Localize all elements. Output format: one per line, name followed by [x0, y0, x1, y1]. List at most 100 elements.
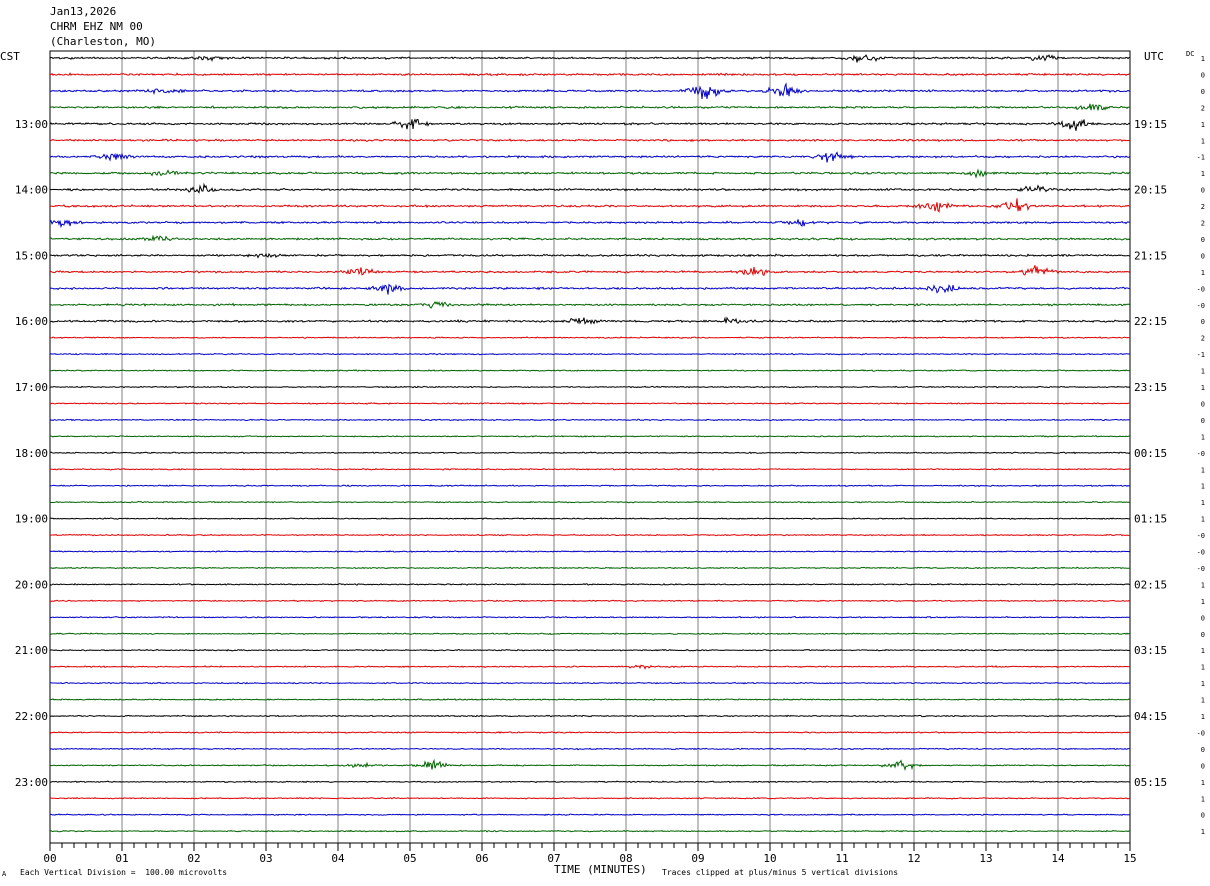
- trace-line: [49, 301, 1131, 309]
- station-label: CHRM EHZ NM 00: [50, 20, 143, 33]
- dc-offset-label: 0: [1201, 318, 1205, 326]
- cst-hour-label: 17:00: [15, 381, 48, 394]
- cst-hour-label: 19:00: [15, 513, 48, 526]
- dc-offset-label: 0: [1201, 236, 1205, 244]
- trace-line: [49, 82, 1131, 99]
- cst-hour-label: 16:00: [15, 315, 48, 328]
- x-tick-label: 12: [907, 852, 920, 865]
- dc-offset-label: 1: [1201, 137, 1205, 145]
- dc-label: DC: [1186, 50, 1194, 58]
- utc-hour-labels: 19:15 20:15 21:15 22:15 23:15 00:15 01:15 02:15…: [1134, 118, 1167, 789]
- dc-offset-label: 1: [1201, 55, 1205, 63]
- dc-offset-label: 1: [1201, 581, 1205, 589]
- dc-offset-label: -0: [1197, 549, 1205, 557]
- trace-line: [49, 484, 1131, 488]
- cst-hour-label: 20:00: [15, 578, 48, 591]
- trace-line: [49, 813, 1130, 817]
- trace-line: [49, 138, 1131, 143]
- x-tick-label: 09: [691, 852, 704, 865]
- trace-line: [49, 54, 1131, 63]
- dc-offset-label: 1: [1201, 384, 1205, 392]
- dc-offset-label: 1: [1201, 598, 1205, 606]
- date-label: Jan13,2026: [50, 5, 117, 18]
- dc-offset-label: 1: [1201, 368, 1205, 376]
- dc-offset-label: 0: [1201, 631, 1205, 639]
- trace-line: [49, 796, 1131, 800]
- scale-note: Each Vertical Division = 100.00 microvol…: [20, 868, 228, 877]
- utc-hour-label: 01:15: [1134, 513, 1167, 526]
- trace-line: [49, 758, 1131, 772]
- cst-hour-labels: 13:00 14:00 15:00 16:00 17:00 18:00 19:00 20:00…: [15, 118, 48, 789]
- trace-line: [49, 533, 1131, 537]
- dc-offset-label: 1: [1201, 664, 1205, 672]
- dc-offset-label: 0: [1201, 252, 1205, 260]
- dc-offset-label: -0: [1197, 450, 1205, 458]
- dc-offset-label: 2: [1201, 104, 1205, 112]
- trace-line: [49, 648, 1130, 652]
- dc-offset-label: 1: [1201, 647, 1205, 655]
- trace-line: [49, 582, 1131, 586]
- dc-offset-label: -0: [1197, 729, 1205, 737]
- trace-line: [49, 731, 1131, 734]
- trace-line: [49, 418, 1131, 422]
- dc-offset-label: 0: [1201, 762, 1205, 770]
- dc-offset-label: 0: [1201, 88, 1205, 96]
- plot-frame: [49, 50, 1131, 844]
- trace-line: [49, 369, 1131, 372]
- dc-offset-label: 1: [1201, 795, 1205, 803]
- dc-offset-label: 0: [1201, 187, 1205, 195]
- x-tick-label: 08: [619, 852, 632, 865]
- trace-line: [49, 283, 1131, 295]
- trace-line: [49, 566, 1131, 570]
- trace-line: [49, 615, 1130, 619]
- utc-hour-label: 04:15: [1134, 710, 1167, 723]
- dc-offset-label: 1: [1201, 170, 1205, 178]
- x-tick-label: 11: [835, 852, 848, 865]
- x-tick-label: 14: [1051, 852, 1065, 865]
- dc-offset-label: 0: [1201, 417, 1205, 425]
- dc-offset-label: 0: [1201, 746, 1205, 754]
- trace-line: [49, 385, 1131, 389]
- dc-offset-label: 1: [1201, 121, 1205, 129]
- dc-offset-label: 0: [1201, 71, 1205, 79]
- trace-line: [49, 698, 1131, 701]
- dc-offset-label: 0: [1201, 400, 1205, 408]
- utc-hour-label: 00:15: [1134, 447, 1167, 460]
- trace-line: [49, 252, 1131, 259]
- trace-line: [49, 829, 1131, 833]
- utc-hour-label: 19:15: [1134, 118, 1167, 131]
- x-tick-label: 15: [1123, 852, 1136, 865]
- trace-line: [49, 168, 1131, 179]
- trace-line: [50, 517, 1131, 521]
- trace-line: [49, 467, 1131, 471]
- trace-line: [49, 747, 1130, 751]
- dc-offset-label: 1: [1201, 269, 1205, 277]
- trace-line: [49, 550, 1131, 553]
- x-tick-label: 10: [763, 852, 776, 865]
- trace-line: [50, 681, 1131, 685]
- trace-line: [49, 316, 1131, 325]
- x-tick-label: 06: [475, 852, 488, 865]
- cst-hour-label: 14:00: [15, 184, 48, 197]
- x-tick-label: 05: [403, 852, 416, 865]
- cst-hour-label: 21:00: [15, 644, 48, 657]
- dc-offset-label: -1: [1197, 154, 1205, 162]
- trace-line: [49, 118, 1131, 131]
- trace-line: [49, 664, 1131, 670]
- x-tick-label: 04: [331, 852, 345, 865]
- dc-offset-label: -0: [1197, 565, 1205, 573]
- dc-offset-label: -0: [1197, 285, 1205, 293]
- dc-offset-label: 0: [1201, 812, 1205, 820]
- x-tick-label: 00: [43, 852, 56, 865]
- utc-hour-label: 20:15: [1134, 184, 1167, 197]
- trace-line: [49, 402, 1131, 405]
- dc-offset-labels: 1 0 0 2 1 1 -1 1 0 2 2 0 0 1 -0 -0 0 2 -1 1 1 0 0 1 -0 1 1 1 1 -0 -0 -0…: [1197, 55, 1205, 836]
- plot-header: Jan13,2026 CHRM EHZ NM 00 (Charleston, M…: [50, 4, 156, 49]
- cst-hour-label: 22:00: [15, 710, 48, 723]
- dc-offset-label: 1: [1201, 680, 1205, 688]
- trace-line: [49, 198, 1131, 213]
- clip-note: Traces clipped at plus/minus 5 vertical …: [662, 868, 899, 877]
- trace-line: [49, 451, 1131, 455]
- trace-group: [49, 54, 1131, 833]
- vertical-gridlines: [121, 51, 1059, 843]
